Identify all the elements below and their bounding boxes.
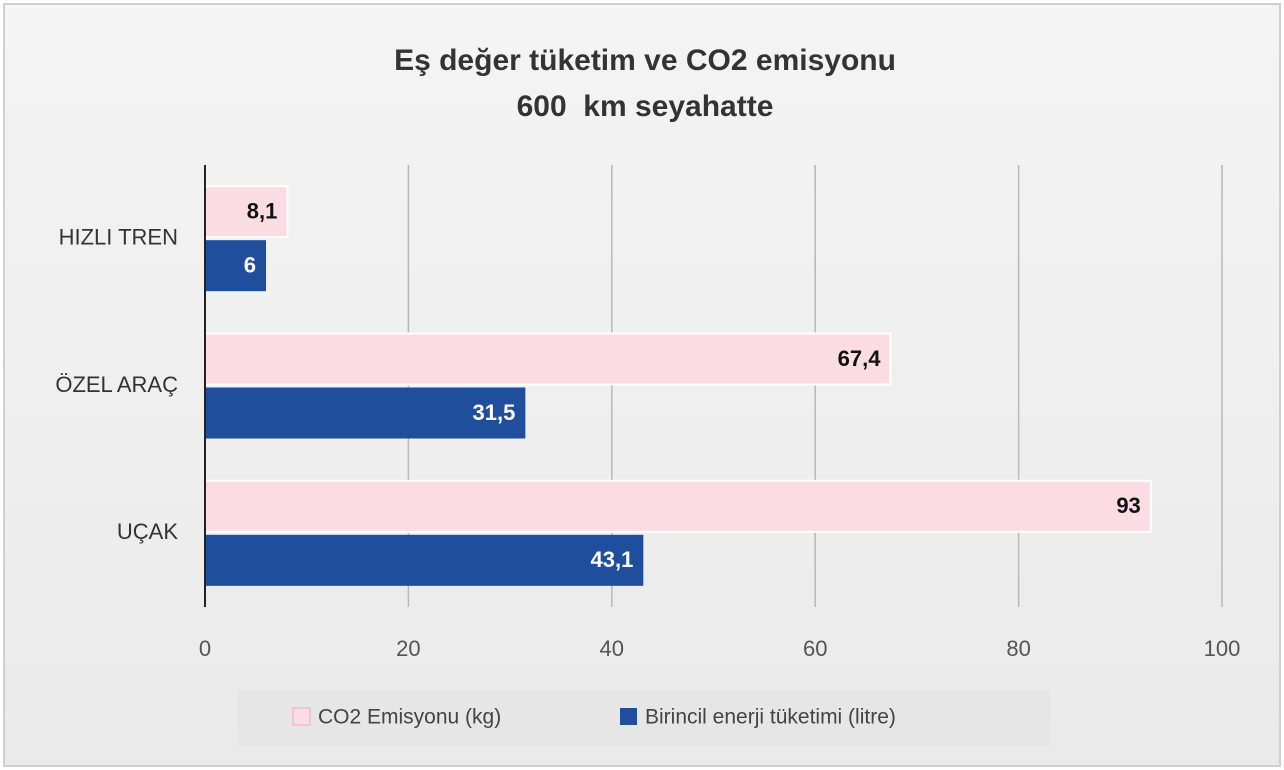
legend-label: Birincil enerji tüketimi (litre) (645, 706, 896, 729)
data-label: 31,5 (473, 400, 516, 425)
data-label: 67,4 (838, 346, 882, 371)
y-tick-label: UÇAK (117, 519, 178, 544)
y-tick-label: ÖZEL ARAÇ (55, 372, 178, 397)
bar (204, 479, 1152, 533)
x-tick-label: 100 (1204, 636, 1241, 661)
data-label: 6 (244, 252, 256, 277)
x-tick-label: 80 (1006, 636, 1030, 661)
data-label: 93 (1116, 493, 1140, 518)
bar (205, 534, 644, 586)
x-tick-label: 20 (396, 636, 420, 661)
y-tick-label: HIZLI TREN (59, 224, 178, 249)
data-label: 43,1 (590, 547, 633, 572)
bar (205, 240, 267, 292)
x-tick-label: 0 (199, 636, 211, 661)
bar (204, 332, 892, 386)
legend-swatch (292, 707, 311, 726)
bar (205, 387, 526, 439)
legend-box (237, 690, 1050, 746)
x-tick-label: 40 (600, 636, 624, 661)
chart-subtitle: 600 km seyahatte (517, 90, 774, 123)
chart-title: Eş değer tüketim ve CO2 emisyonu (394, 44, 896, 77)
legend-swatch (620, 708, 637, 725)
x-tick-label: 60 (803, 636, 827, 661)
legend-label: CO2 Emisyonu (kg) (318, 706, 501, 729)
data-label: 8,1 (247, 198, 278, 223)
